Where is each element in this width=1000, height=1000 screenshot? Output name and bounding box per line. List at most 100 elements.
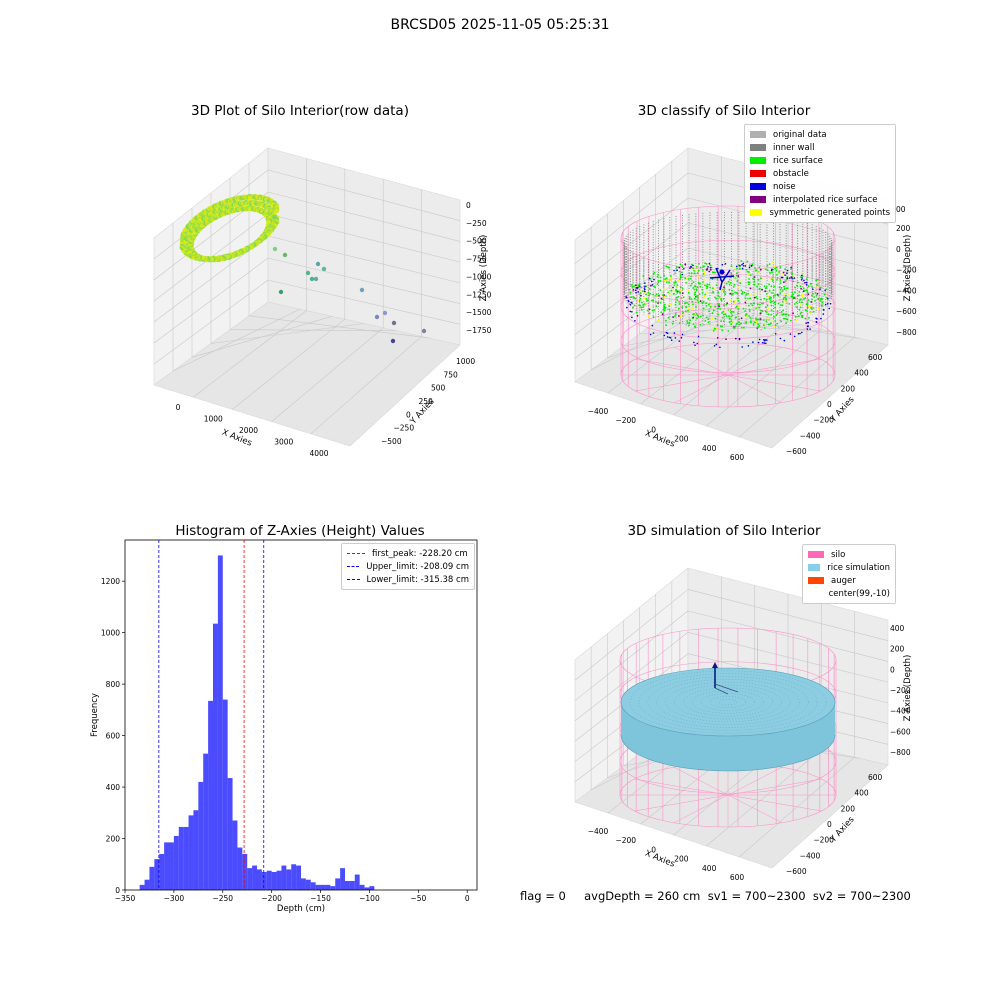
rice-simulation-mesh	[665, 682, 791, 722]
rice-simulation-mesh	[710, 696, 746, 708]
symmetric-generated-point	[703, 295, 706, 298]
rice-surface-point	[771, 280, 774, 282]
symmetric-generated-point	[642, 297, 645, 300]
histogram-bar	[305, 879, 311, 890]
rice-surface-point	[776, 312, 779, 315]
grid-line	[193, 310, 307, 398]
rice-surface-point	[782, 313, 785, 316]
rice-surface-point	[799, 312, 802, 315]
interpolated-surface-point	[761, 288, 763, 291]
symmetric-generated-point	[706, 291, 709, 294]
noise-point	[636, 286, 639, 289]
silo-floor-spoke	[634, 778, 729, 796]
noise-point	[800, 274, 803, 277]
rice-surface-point	[783, 285, 786, 288]
interpolated-surface-point	[681, 292, 684, 295]
rice-surface-point	[633, 285, 635, 288]
histogram-bar	[178, 826, 184, 890]
rice-surface-point	[798, 315, 800, 317]
symmetric-generated-point	[711, 317, 714, 320]
rice-surface-point	[758, 266, 761, 269]
rice-surface-point	[639, 304, 642, 307]
y-tick-label: 1000	[456, 357, 475, 366]
symmetric-generated-point	[680, 289, 683, 292]
rice-surface-point	[640, 308, 643, 311]
symmetric-generated-point	[748, 293, 751, 296]
noise-point	[669, 337, 672, 339]
rice-surface-point	[702, 266, 704, 268]
grid-line	[574, 589, 689, 681]
symmetric-generated-point	[809, 305, 812, 308]
classify-legend: original data inner wall rice surface ob…	[744, 124, 896, 223]
x-tick-label: −200	[615, 416, 636, 425]
symmetric-generated-point	[807, 305, 810, 308]
symmetric-generated-point	[746, 298, 749, 301]
rice-surface-point	[754, 321, 756, 324]
rice-surface-point	[665, 281, 668, 283]
symmetric-generated-point	[666, 279, 669, 282]
rice-surface-point	[686, 302, 688, 304]
rice-surface-point	[760, 298, 762, 301]
rice-surface-point	[742, 307, 745, 310]
noise-point	[803, 279, 805, 282]
rice-surface-point	[639, 297, 642, 300]
rice-surface-point	[795, 301, 798, 304]
noise-point	[715, 343, 718, 346]
grid-line	[248, 315, 429, 339]
rice-surface-point	[800, 301, 803, 304]
x-axis-label: X Axies	[643, 849, 676, 870]
rice-surface-point	[657, 273, 659, 276]
y-tick-label: 200	[106, 835, 121, 844]
symmetric-generated-point	[795, 319, 797, 322]
symmetric-generated-point	[814, 308, 816, 311]
rice-surface-point	[706, 287, 708, 290]
rice-surface-point	[800, 311, 803, 314]
rice-surface-point	[740, 289, 743, 292]
rice-surface-point	[796, 281, 799, 284]
rice-surface-point	[776, 322, 779, 325]
rice-surface-point	[736, 297, 739, 300]
rice-surface-point	[696, 299, 699, 301]
rice-surface-point	[734, 325, 737, 328]
symmetric-generated-point	[758, 292, 761, 295]
rice-surface-point	[647, 291, 650, 294]
noise-point	[651, 284, 654, 286]
rice-surface-point	[730, 320, 733, 322]
rice-surface-point	[765, 320, 768, 323]
rice-surface-point	[763, 327, 766, 329]
y-tick-label: 0	[115, 886, 120, 895]
symmetric-generated-point	[733, 267, 735, 269]
z-tick-label: 00	[896, 205, 906, 214]
rice-surface-point	[799, 285, 802, 288]
noise-point	[801, 331, 803, 334]
rice-surface-point	[776, 277, 779, 279]
symmetric-generated-point	[766, 317, 769, 320]
symmetric-generated-point	[685, 278, 688, 281]
rice-surface-point	[798, 294, 800, 297]
histogram-bar	[354, 874, 360, 890]
rice-surface-point	[705, 263, 708, 265]
noise-point	[663, 334, 666, 337]
rice-surface-point	[653, 285, 655, 287]
noise-point	[805, 322, 807, 324]
rice-surface-point	[705, 316, 708, 319]
rice-surface-point	[728, 284, 731, 286]
rice-surface-point	[731, 314, 734, 317]
rice-surface-point	[643, 303, 646, 305]
grid-line	[267, 257, 461, 304]
noise-point	[763, 338, 765, 341]
legend-swatch	[750, 183, 766, 190]
rice-surface-point	[668, 267, 670, 269]
histogram-bar	[330, 886, 336, 890]
rice-surface-point	[686, 320, 689, 322]
z-tick-label: −200	[896, 266, 917, 275]
rice-surface-point	[665, 265, 668, 268]
noise-point	[634, 320, 636, 322]
raw-point	[266, 219, 271, 225]
symmetric-generated-point	[677, 280, 680, 282]
rice-surface-point	[799, 306, 802, 309]
rice-simulation-mesh	[692, 690, 764, 714]
original-data-point	[674, 297, 677, 300]
x-tick-label: 2000	[239, 426, 258, 435]
noise-point	[644, 288, 646, 291]
